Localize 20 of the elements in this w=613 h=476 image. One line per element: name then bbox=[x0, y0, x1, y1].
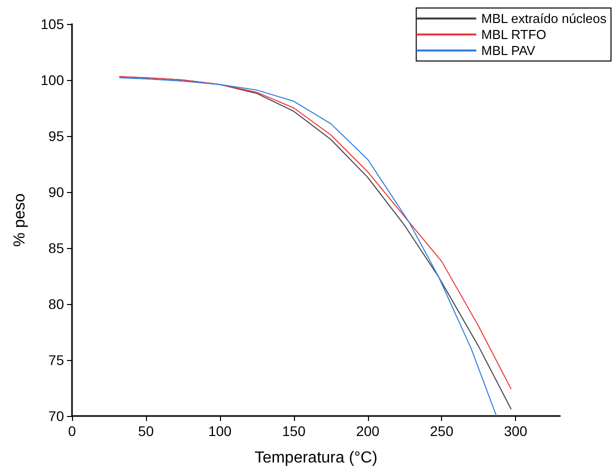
x-tick-label: 0 bbox=[68, 423, 76, 439]
legend-label: MBL PAV bbox=[481, 43, 536, 58]
x-tick-label: 100 bbox=[208, 423, 232, 439]
legend-label: MBL extraído núcleos bbox=[481, 11, 608, 26]
x-axis-title: Temperatura (°C) bbox=[254, 450, 378, 466]
y-tick-label: 100 bbox=[40, 72, 64, 88]
y-tick-label: 75 bbox=[48, 352, 64, 368]
y-tick-label: 70 bbox=[48, 408, 64, 424]
x-tick-label: 300 bbox=[504, 423, 528, 439]
y-axis-title: % peso bbox=[12, 193, 28, 247]
x-tick-label: 250 bbox=[430, 423, 454, 439]
y-tick-label: 95 bbox=[48, 128, 64, 144]
x-tick-label: 150 bbox=[282, 423, 306, 439]
x-tick-label: 50 bbox=[138, 423, 154, 439]
y-tick-label: 105 bbox=[40, 16, 64, 32]
y-tick-label: 85 bbox=[48, 240, 64, 256]
legend-label: MBL RTFO bbox=[481, 27, 546, 42]
x-tick-label: 200 bbox=[356, 423, 380, 439]
y-tick-label: 90 bbox=[48, 184, 64, 200]
y-tick-label: 80 bbox=[48, 296, 64, 312]
